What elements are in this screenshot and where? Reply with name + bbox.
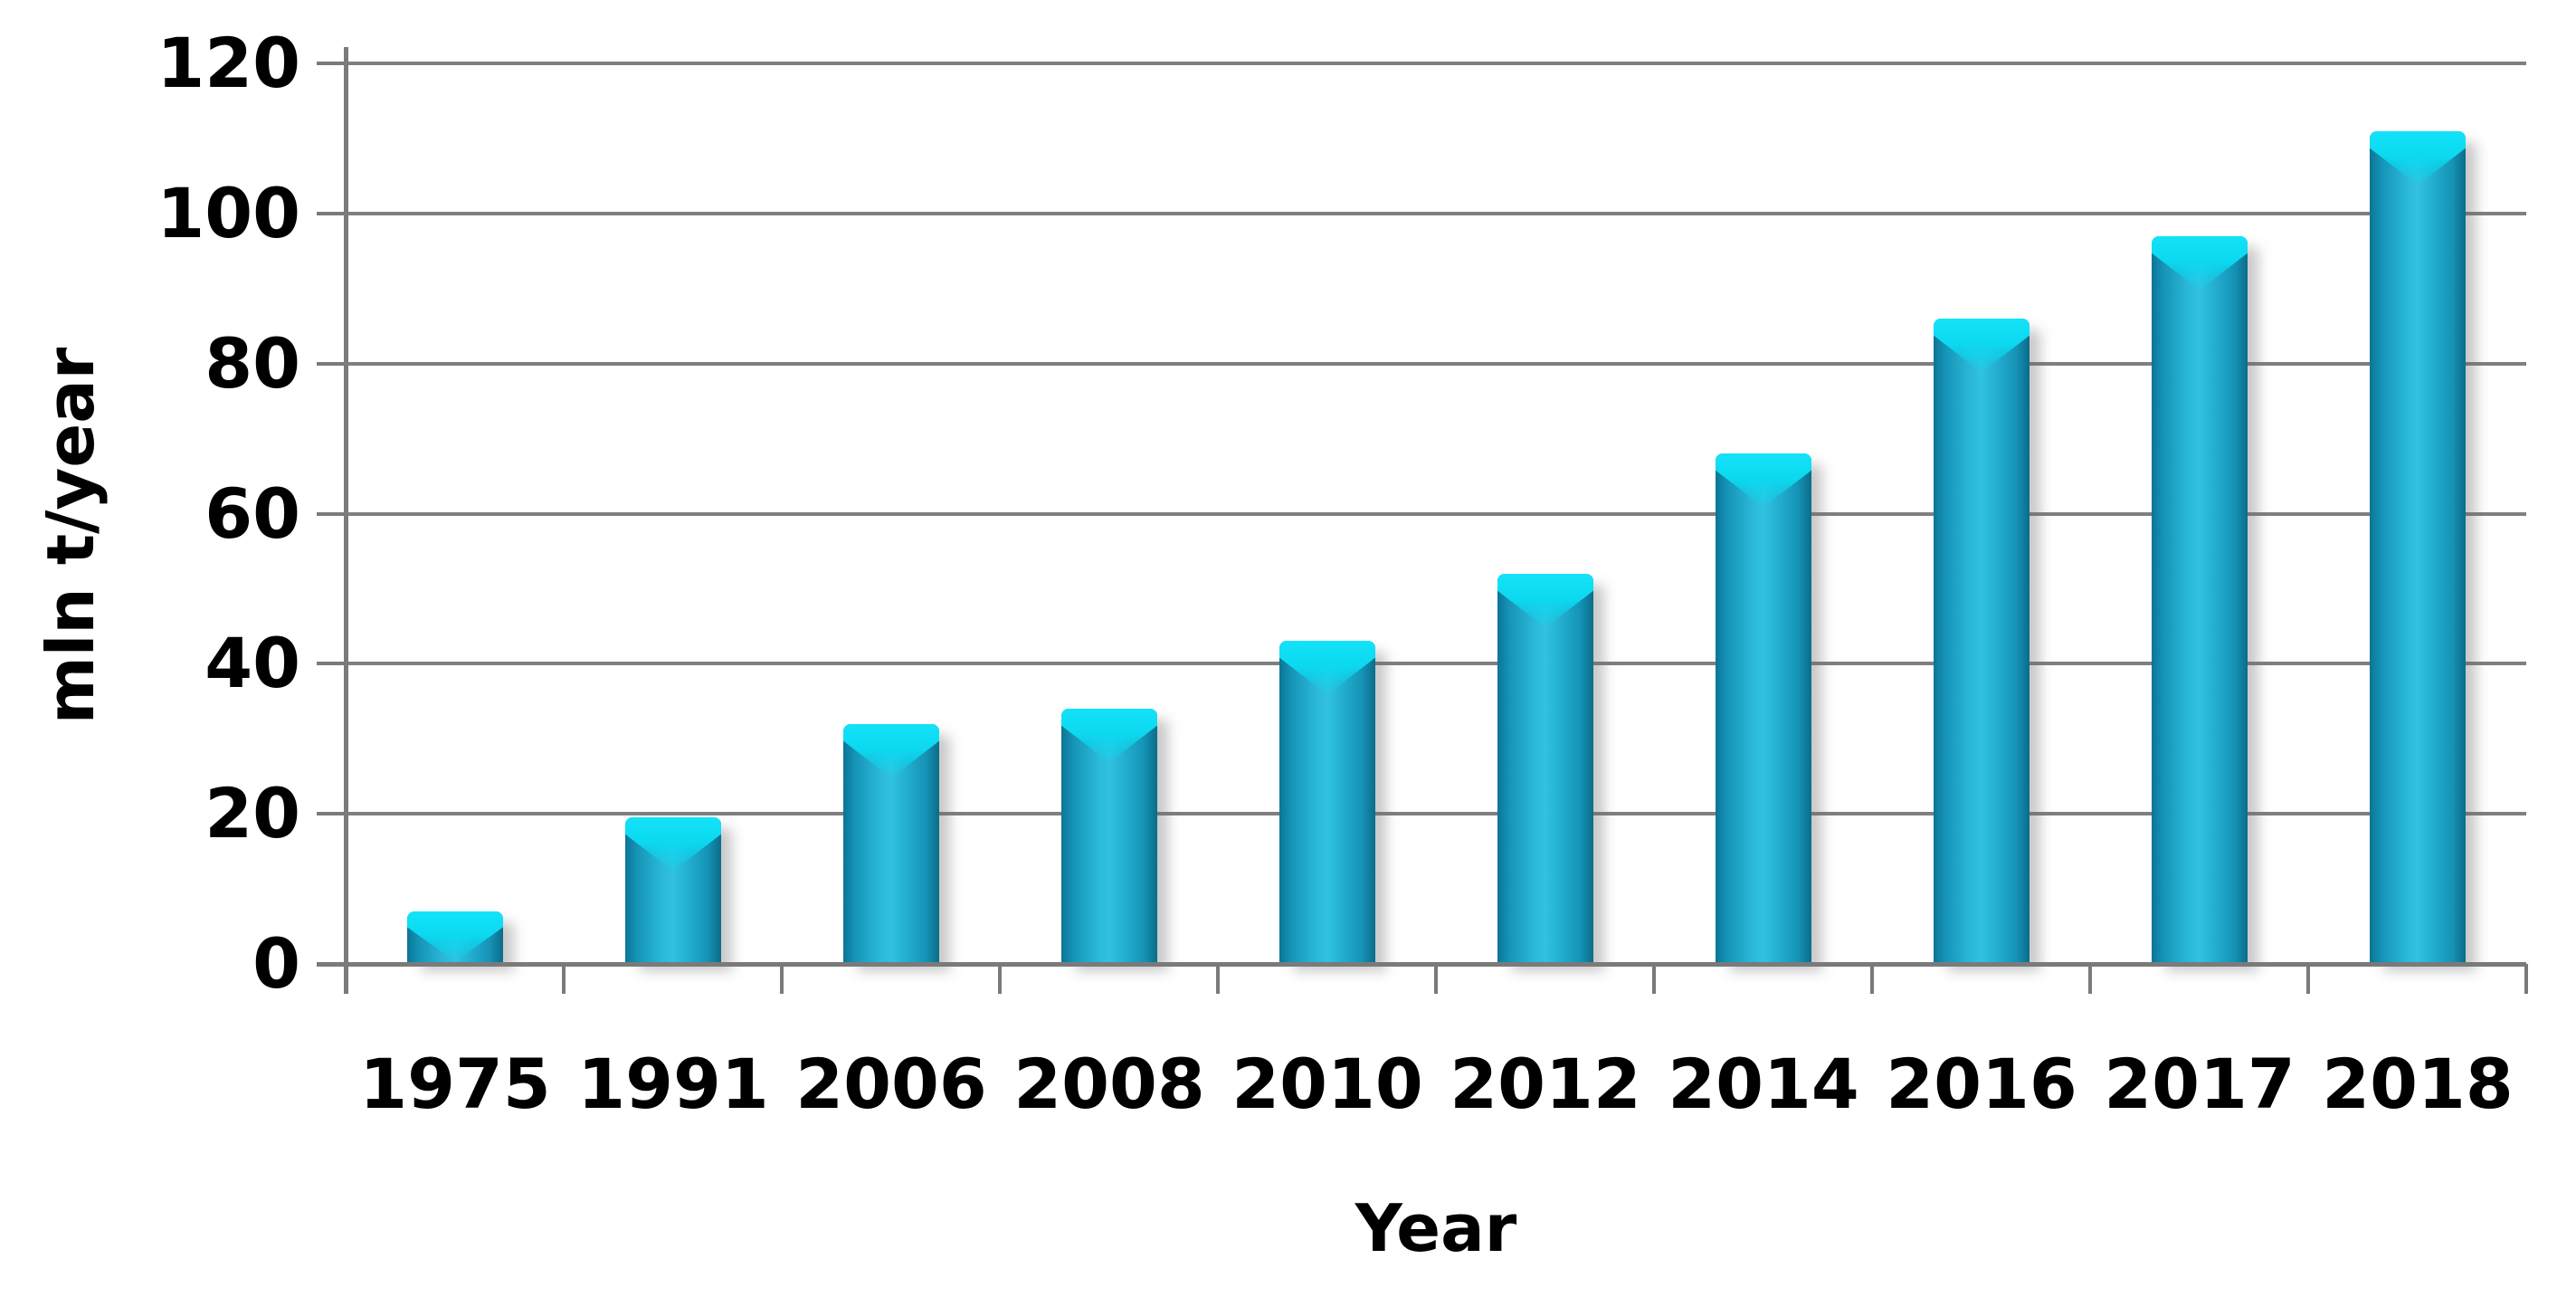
- x-tick-label: 2014: [1668, 1044, 1859, 1124]
- y-tick-label: 80: [204, 322, 300, 404]
- x-tick-mark: [562, 964, 566, 994]
- x-tick-label: 2010: [1231, 1044, 1423, 1124]
- x-tick-mark: [1652, 964, 1656, 994]
- gridline: [346, 211, 2526, 215]
- y-tick-label: 60: [204, 472, 300, 554]
- gridline: [346, 511, 2526, 516]
- x-tick-mark: [1434, 964, 1438, 994]
- y-tick-label: 120: [157, 23, 300, 103]
- x-tick-label: 2016: [1886, 1044, 2077, 1124]
- y-tick-label: 20: [204, 773, 300, 854]
- gridline: [346, 62, 2526, 65]
- x-tick-label: 1991: [577, 1044, 769, 1124]
- x-tick-label: 2008: [1013, 1044, 1205, 1124]
- bar-1975: [407, 911, 503, 964]
- bar-2018: [2370, 131, 2466, 964]
- y-tick-label: 40: [204, 623, 300, 704]
- gridline: [346, 662, 2526, 666]
- x-axis-title: Year: [1355, 1190, 1517, 1266]
- bar-2012: [1497, 574, 1593, 964]
- x-tick-mark: [2088, 964, 2092, 994]
- bar-2017: [2152, 236, 2248, 964]
- bar-2008: [1061, 709, 1157, 964]
- y-tick-mark: [317, 62, 346, 65]
- x-tick-mark: [2524, 964, 2528, 994]
- x-tick-mark: [1216, 964, 1220, 994]
- y-tick-mark: [317, 511, 346, 516]
- x-tick-label: 2012: [1450, 1044, 1641, 1124]
- y-axis-line: [344, 47, 348, 994]
- bar-2006: [843, 724, 939, 964]
- y-tick-label: 0: [252, 923, 300, 1004]
- y-tick-mark: [317, 211, 346, 215]
- x-tick-mark: [2306, 964, 2310, 994]
- x-tick-label: 1975: [359, 1044, 551, 1124]
- x-tick-mark: [998, 964, 1002, 994]
- y-tick-mark: [317, 662, 346, 666]
- y-tick-label: 100: [157, 172, 300, 253]
- x-tick-label: 2006: [795, 1044, 987, 1124]
- x-tick-label: 2018: [2322, 1044, 2514, 1124]
- gridline: [346, 361, 2526, 366]
- gridline: [346, 812, 2526, 816]
- x-tick-label: 2017: [2104, 1044, 2296, 1124]
- y-tick-mark: [317, 361, 346, 366]
- x-axis-line: [317, 962, 2526, 967]
- bar-2016: [1934, 319, 2029, 964]
- x-tick-mark: [780, 964, 784, 994]
- bar-2014: [1716, 453, 1811, 964]
- x-tick-mark: [1870, 964, 1874, 994]
- bar-1991: [625, 817, 721, 964]
- y-tick-mark: [317, 812, 346, 816]
- bar-2010: [1279, 641, 1375, 964]
